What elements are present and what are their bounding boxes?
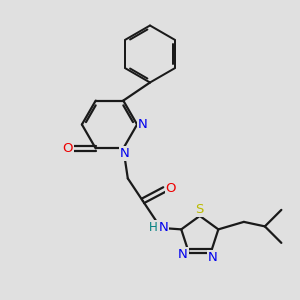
Text: N: N bbox=[120, 147, 130, 160]
Text: N: N bbox=[178, 248, 188, 261]
Text: N: N bbox=[208, 251, 218, 264]
Text: S: S bbox=[196, 203, 204, 216]
Text: H: H bbox=[149, 220, 158, 233]
Text: O: O bbox=[166, 182, 176, 194]
Text: O: O bbox=[62, 142, 73, 155]
Text: N: N bbox=[138, 118, 148, 131]
Text: N: N bbox=[158, 220, 168, 233]
